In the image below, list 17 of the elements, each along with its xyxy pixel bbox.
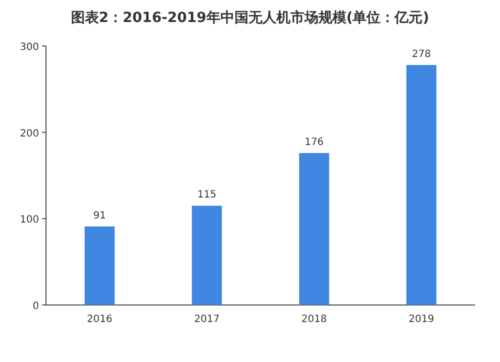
data-label: 278	[412, 48, 431, 60]
y-tick-label: 100	[20, 214, 39, 226]
y-tick-label: 200	[20, 128, 39, 140]
bar	[192, 206, 222, 305]
x-tick-label: 2016	[86, 314, 112, 325]
data-label: 91	[93, 210, 106, 222]
x-tick-label: 2019	[408, 314, 434, 325]
data-label: 115	[197, 190, 216, 201]
y-tick-label: 300	[20, 42, 39, 53]
bar	[299, 153, 330, 305]
data-label: 176	[304, 137, 324, 148]
bar	[406, 64, 436, 305]
bar	[84, 226, 115, 305]
x-tick-label: 2018	[301, 314, 327, 325]
x-tick-label: 2017	[194, 314, 220, 325]
chart-title: 图表2：2016-2019年中国无人机市场规模(单位：亿元)	[70, 9, 430, 26]
y-tick-label: 0	[32, 301, 39, 312]
